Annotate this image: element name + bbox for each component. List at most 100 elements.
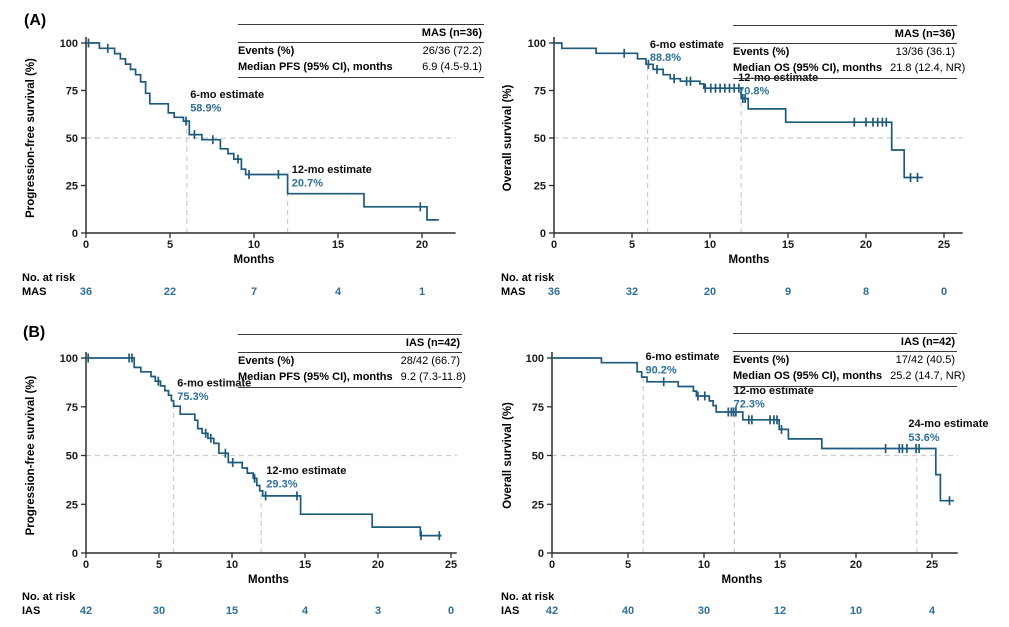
y-tick-label: 0: [72, 548, 78, 560]
x-tick-label: 15: [332, 239, 344, 251]
x-tick-label: 20: [860, 239, 872, 251]
x-tick-label: 5: [625, 559, 631, 571]
summary-table-row: Events (%) 13/36 (36.1): [733, 44, 957, 60]
risk-value: 10: [850, 605, 862, 617]
summary-table-row-value: 13/36 (36.1): [895, 46, 955, 58]
km-curve-mas: [86, 42, 439, 221]
summary-table-header: MAS (n=36): [733, 25, 957, 44]
km-curve-ias: [552, 357, 954, 502]
estimate-annotation-value: 72.3%: [734, 399, 765, 411]
risk-table-title: No. at risk: [501, 272, 555, 284]
y-tick-label: 100: [60, 38, 78, 50]
summary-table-row-label: Events (%): [238, 355, 295, 367]
summary-table-group: IAS (n=42): [405, 337, 460, 349]
x-tick-label: 20: [416, 239, 428, 251]
x-tick-label: 20: [372, 559, 384, 571]
estimate-annotation-label: 6-mo estimate: [650, 39, 724, 51]
summary-table-row: Events (%) 28/42 (66.7): [238, 353, 462, 369]
summary-table-row-value: 17/42 (40.5): [895, 354, 955, 366]
summary-table-row-value: 21.8 (12.4, NR): [890, 62, 966, 74]
summary-table-row: Median PFS (95% CI), months 6.9 (4.5-9.1): [238, 59, 484, 78]
risk-row-label: IAS: [22, 605, 40, 617]
estimate-annotation-value: 29.3%: [266, 479, 297, 491]
x-tick-label: 0: [549, 559, 555, 571]
x-tick-label: 10: [226, 559, 238, 571]
estimate-annotation-value: 88.8%: [650, 52, 681, 64]
y-tick-label: 25: [66, 181, 78, 193]
x-axis-title: Months: [729, 254, 770, 266]
x-tick-label: 15: [299, 559, 311, 571]
y-tick-label: 25: [532, 499, 544, 511]
km-curve-mas: [554, 42, 923, 179]
estimate-annotation-value: 75.3%: [177, 391, 208, 403]
x-axis-title: Months: [234, 254, 275, 266]
summary-table-header: IAS (n=42): [733, 333, 957, 352]
y-tick-label: 75: [66, 86, 78, 98]
estimate-annotation-value: 20.7%: [292, 177, 323, 189]
risk-value: 7: [251, 286, 257, 298]
summary-table-row-label: Median PFS (95% CI), months: [238, 61, 393, 73]
summary-table-row: Median OS (95% CI), months 21.8 (12.4, NR…: [733, 60, 965, 79]
risk-value: 0: [941, 286, 947, 298]
risk-value: 4: [929, 605, 936, 617]
risk-value: 20: [704, 286, 716, 298]
risk-table-title: No. at risk: [501, 591, 555, 603]
y-tick-label: 25: [66, 499, 78, 511]
panel-group-label: (B): [23, 324, 45, 341]
risk-value: 36: [548, 286, 560, 298]
x-tick-label: 15: [774, 559, 786, 571]
summary-table-row-label: Median OS (95% CI), months: [733, 370, 883, 382]
risk-value: 32: [626, 286, 638, 298]
summary-table-a-os: MAS (n=36) Events (%) 13/36 (36.1) Median O…: [733, 25, 965, 79]
summary-table-row-value: 6.9 (4.5-9.1): [422, 61, 482, 73]
summary-table-row-value: 28/42 (66.7): [400, 355, 460, 367]
risk-value: 15: [226, 605, 238, 617]
km-panel-b-os: 100 75 50 25 00 5 10 15 20 25 Months Overall surviv…: [501, 351, 988, 617]
summary-table-group: MAS (n=36): [421, 27, 482, 39]
summary-table-row: Median OS (95% CI), months 25.2 (14.7, NR…: [733, 368, 965, 387]
estimate-annotation-label: 12-mo estimate: [292, 164, 372, 176]
x-tick-label: 10: [698, 559, 710, 571]
risk-value: 40: [622, 605, 634, 617]
x-axis-title: Months: [248, 574, 289, 586]
risk-value: 12: [774, 605, 786, 617]
x-tick-label: 25: [938, 239, 950, 251]
summary-table-b-pfs: IAS (n=42) Events (%) 28/42 (66.7) Median P…: [238, 334, 466, 388]
x-tick-label: 5: [156, 559, 162, 571]
y-tick-label: 50: [66, 451, 78, 463]
risk-value: 0: [448, 605, 454, 617]
x-tick-label: 0: [551, 239, 557, 251]
risk-value: 9: [785, 286, 791, 298]
y-tick-label: 0: [540, 228, 546, 240]
risk-value: 30: [698, 605, 710, 617]
risk-value: 4: [335, 286, 342, 298]
estimate-annotation-label: 6-mo estimate: [190, 89, 264, 101]
summary-table-b-os: IAS (n=42) Events (%) 17/42 (40.5) Median O…: [733, 333, 965, 387]
x-tick-label: 15: [782, 239, 794, 251]
y-tick-label: 50: [534, 133, 546, 145]
risk-value: 22: [164, 286, 176, 298]
risk-value: 1: [419, 286, 425, 298]
summary-table-header: IAS (n=42): [238, 334, 462, 353]
y-tick-label: 100: [528, 38, 546, 50]
estimate-annotation-label: 12-mo estimate: [266, 465, 346, 477]
risk-row-label: MAS: [22, 286, 46, 298]
risk-row-label: IAS: [501, 605, 519, 617]
x-tick-label: 10: [248, 239, 260, 251]
estimate-annotation-label: 6-mo estimate: [177, 377, 251, 389]
summary-table-row: Events (%) 17/42 (40.5): [733, 352, 957, 368]
summary-table-row-value: 26/36 (72.2): [422, 45, 482, 57]
x-tick-label: 10: [704, 239, 716, 251]
summary-table-a-pfs: MAS (n=36) Events (%) 26/36 (72.2) Median P…: [238, 24, 484, 78]
y-axis-title: Progression-free survival (%): [25, 58, 37, 218]
x-tick-label: 25: [926, 559, 938, 571]
risk-value: 42: [80, 605, 92, 617]
y-tick-label: 75: [532, 402, 544, 414]
estimate-annotation-label: 12-mo estimate: [734, 385, 814, 397]
y-axis-title: Overall survival (%): [502, 402, 514, 509]
summary-table-row-value: 25.2 (14.7, NR): [890, 370, 966, 382]
